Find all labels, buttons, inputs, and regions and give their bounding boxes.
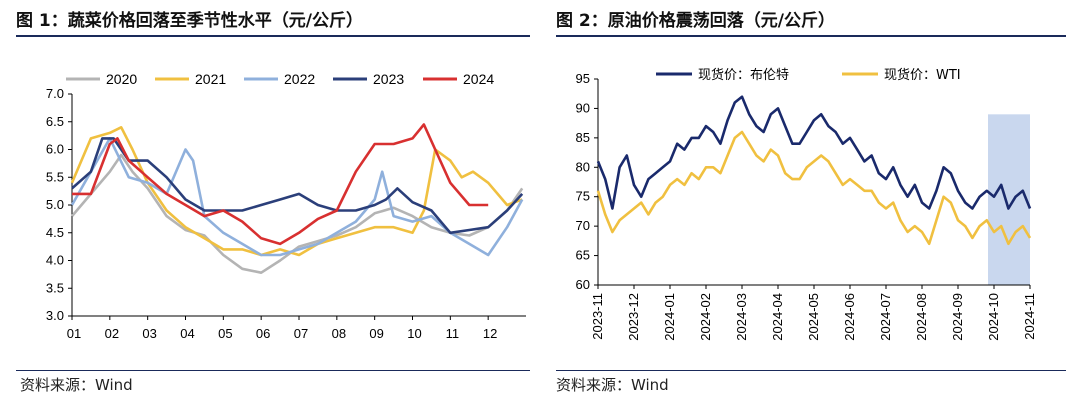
left-x-tick-label: 01 — [67, 326, 81, 341]
right-x-tick-label: 2024-03 — [734, 293, 749, 341]
left-y-tick-label: 4.5 — [46, 225, 64, 240]
right-figure-title: 图 2：原油价格震荡回落（元/公斤） — [556, 11, 835, 31]
left-x-tick-label: 11 — [446, 326, 460, 341]
left-series-line-2023 — [71, 137, 524, 235]
right-bottom-rule — [556, 370, 1066, 371]
right-y-tick-label: 80 — [576, 159, 590, 174]
left-x-tick-label: 07 — [294, 326, 308, 341]
left-x-tick-label: 03 — [142, 326, 156, 341]
right-x-tick-label: 2023-11 — [590, 293, 605, 340]
right-source-note: 资料来源：Wind — [556, 376, 669, 394]
left-x-tick-label: 08 — [332, 326, 346, 341]
left-y-tick-label: 6.0 — [46, 142, 64, 157]
left-y-tick-label: 3.0 — [46, 308, 64, 323]
right-y-tick-label: 65 — [576, 248, 590, 263]
left-y-tick-label: 4.0 — [46, 253, 64, 268]
right-x-tick-label: 2024-01 — [662, 293, 677, 341]
left-legend-label-2023: 2023 — [373, 71, 404, 87]
left-y-axis: 3.0 3.5 4.0 4.5 5.0 5.5 6.0 6.5 7.0 01 02 03 04 05 06 0… — [46, 86, 526, 341]
right-highlight-band — [988, 114, 1030, 285]
right-x-tick-label: 2024-07 — [878, 293, 893, 341]
right-y-axis: 60 65 70 75 80 85 90 95 2023-11 2023-12 2024-01 202… — [576, 71, 1037, 341]
left-legend-label-2022: 2022 — [284, 71, 315, 87]
left-x-tick-label: 02 — [105, 326, 119, 341]
left-y-tick-label: 5.5 — [46, 169, 64, 184]
right-x-tick-label: 2024-08 — [914, 293, 929, 341]
left-x-tick-label: 10 — [407, 326, 421, 341]
right-title-rule — [556, 35, 1066, 37]
left-y-tick-label: 6.5 — [46, 114, 64, 129]
left-series-group — [70, 123, 524, 274]
right-x-tick-label: 2024-04 — [770, 293, 785, 341]
right-y-tick-label: 60 — [576, 277, 590, 292]
right-series-line-现货价：布伦特 — [596, 95, 1032, 210]
left-x-tick-label: 04 — [180, 326, 194, 341]
right-y-tick-label: 85 — [576, 130, 590, 145]
left-y-tick-label: 5.0 — [46, 197, 64, 212]
right-legend-label-1: 现货价：WTI — [884, 67, 961, 83]
right-x-tick-label: 2024-11 — [1022, 293, 1037, 340]
right-x-tick-label: 2024-10 — [986, 293, 1001, 341]
left-legend-label-2020: 2020 — [106, 71, 137, 87]
right-y-tick-label: 90 — [576, 100, 590, 115]
left-title-rule — [16, 35, 530, 37]
right-x-tick-label: 2023-12 — [626, 293, 641, 341]
left-y-tick-label: 3.5 — [46, 280, 64, 295]
right-y-tick-label: 95 — [576, 71, 590, 86]
left-legend: 2020 2021 2022 2023 2024 — [66, 71, 494, 87]
right-y-tick-label: 75 — [576, 189, 590, 204]
left-x-tick-label: 06 — [256, 326, 270, 341]
right-series-group — [596, 95, 1032, 246]
left-series-line-2024 — [72, 123, 489, 246]
right-x-tick-label: 2024-06 — [842, 293, 857, 341]
left-x-tick-label: 12 — [483, 326, 497, 341]
left-bottom-rule — [16, 370, 530, 371]
right-series-line-现货价：WTI — [596, 130, 1032, 246]
right-x-tick-label: 2024-09 — [950, 293, 965, 341]
left-y-tick-label: 7.0 — [46, 86, 64, 101]
left-source-note: 资料来源：Wind — [20, 376, 133, 394]
right-legend-label-0: 现货价：布伦特 — [698, 67, 789, 83]
right-highlight-rect — [988, 114, 1030, 285]
left-x-tick-label: 09 — [369, 326, 383, 341]
left-legend-label-2024: 2024 — [463, 71, 494, 87]
right-legend: 现货价：布伦特 现货价：WTI — [656, 67, 961, 83]
right-x-tick-label: 2024-05 — [806, 293, 821, 341]
left-series-line-2021 — [70, 126, 523, 257]
left-legend-label-2021: 2021 — [195, 71, 226, 87]
left-figure-title: 图 1：蔬菜价格回落至季节性水平（元/公斤） — [16, 11, 363, 31]
right-y-tick-label: 70 — [576, 218, 590, 233]
left-x-tick-label: 05 — [218, 326, 232, 341]
right-x-tick-label: 2024-02 — [698, 293, 713, 341]
